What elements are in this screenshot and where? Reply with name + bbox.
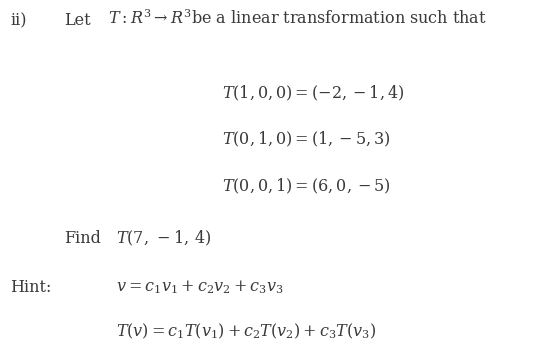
Text: $\mathit{v}=\mathit{c}_1\mathit{v}_1+\mathit{c}_2\mathit{v}_2+\mathit{c}_3\mathi: $\mathit{v}=\mathit{c}_1\mathit{v}_1+\ma… <box>116 278 284 296</box>
Text: $\mathit{T}(\mathit{v})=\mathit{c}_1\mathit{T}(\mathit{v}_1)+\mathit{c}_2\mathit: $\mathit{T}(\mathit{v})=\mathit{c}_1\mat… <box>116 322 377 341</box>
Text: $\mathit{T}(7,\,-1,\,4)$: $\mathit{T}(7,\,-1,\,4)$ <box>116 228 212 247</box>
Text: Hint:: Hint: <box>10 279 52 296</box>
Text: $\mathit{T}(0,1,0)=(1,-5,3)$: $\mathit{T}(0,1,0)=(1,-5,3)$ <box>222 130 391 149</box>
Text: $\mathit{T}:\mathit{R}^3 \rightarrow \mathit{R}^3\mathrm{be\ a\ linear\ transfor: $\mathit{T}:\mathit{R}^3 \rightarrow \ma… <box>108 10 487 28</box>
Text: $\mathit{T}(1,0,0)=(-2,-1,4)$: $\mathit{T}(1,0,0)=(-2,-1,4)$ <box>222 83 404 102</box>
Text: Let: Let <box>64 12 90 29</box>
Text: ii): ii) <box>10 12 27 29</box>
Text: Find: Find <box>64 230 101 247</box>
Text: $\mathit{T}(0,0,1)=(6,0,-5)$: $\mathit{T}(0,0,1)=(6,0,-5)$ <box>222 176 391 195</box>
